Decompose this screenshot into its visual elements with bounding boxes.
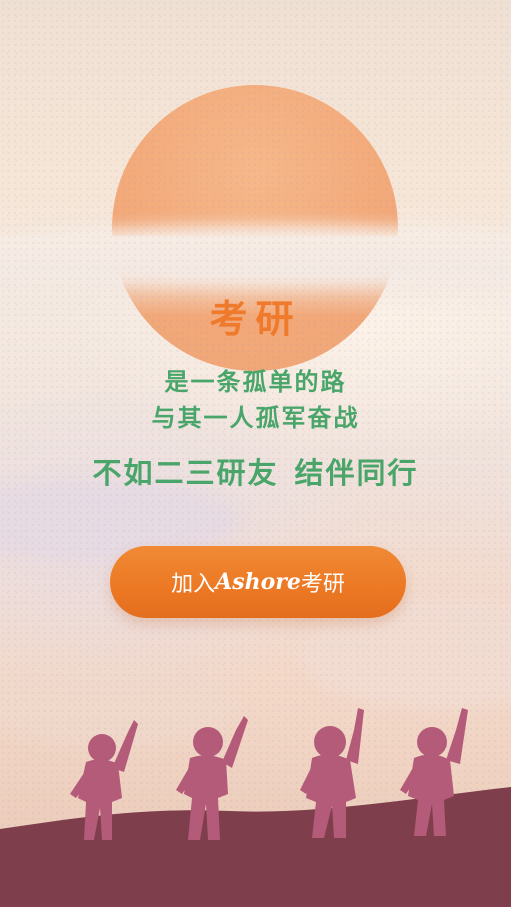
cloud-decoration: [300, 600, 511, 710]
hill-illustration: [0, 787, 511, 907]
slogan-line-1: 是一条孤单的路: [164, 368, 347, 396]
horizon-haze: [0, 236, 511, 316]
slogan-line-3-part-1: 不如二三研友: [92, 456, 279, 490]
children-silhouettes: [70, 708, 468, 840]
child-figure-icon: [70, 720, 138, 840]
join-button-brand: Ashore: [215, 569, 301, 595]
slogan-line-3-part-2: 结伴同行: [294, 456, 419, 490]
child-figure-icon: [400, 708, 468, 836]
page-title: 考研: [209, 297, 302, 341]
slogan-line-2: 与其一人孤军奋战: [151, 404, 360, 432]
slogan-line-3: 不如二三研友 结伴同行: [0, 450, 511, 492]
join-button-suffix: 考研: [300, 572, 345, 597]
child-figure-icon: [300, 708, 364, 838]
join-ashore-button[interactable]: 加入 Ashore 考研: [110, 546, 406, 618]
join-button-prefix: 加入: [171, 572, 216, 597]
child-figure-icon: [176, 716, 248, 840]
